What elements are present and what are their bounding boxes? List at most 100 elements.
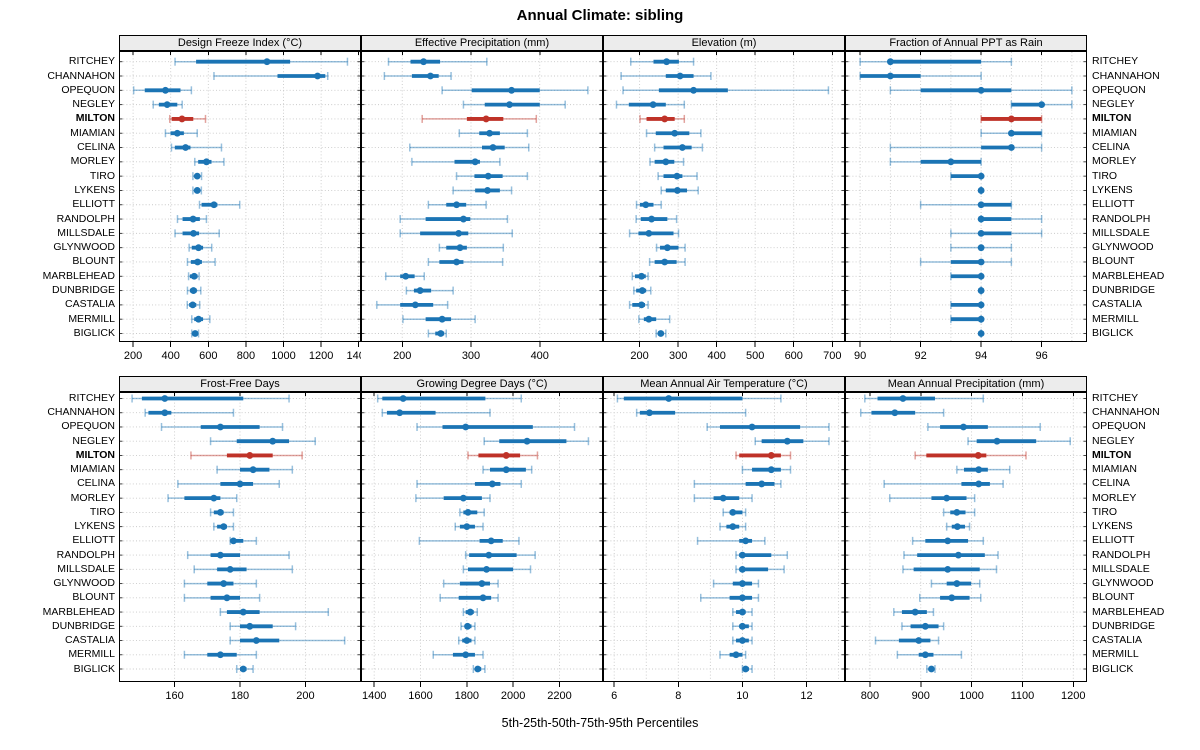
site-label-biglick: BIGLICK: [73, 327, 115, 339]
x-axis-caption: 5th-25th-50th-75th-95th Percentiles: [501, 716, 699, 730]
percentile-row-mermill: [896, 650, 963, 659]
percentile-row-ritchey: [629, 57, 695, 66]
site-label-mermill: MERMILL: [68, 312, 115, 325]
site-label-negley: NEGLEY: [72, 434, 115, 447]
site-label-opequon: OPEQUON: [1092, 420, 1146, 433]
site-label-milton: MILTON: [1092, 112, 1132, 125]
percentile-row-elliott: [198, 200, 241, 209]
x-tick-label: 90: [854, 350, 866, 362]
panel-fraction-annual-ppt-rain: 90 92 94 96: [845, 51, 1087, 362]
site-label-dunbridge: DUNBRIDGE: [1092, 619, 1156, 632]
site-label-ritchey: RITCHEY: [1092, 55, 1139, 68]
percentile-row-elliott: [229, 536, 258, 545]
percentile-row-glynwood: [712, 579, 760, 588]
percentile-row-dunbridge: [460, 622, 476, 631]
percentile-row-randolph: [977, 215, 1043, 224]
percentile-row-biglick: [472, 665, 486, 673]
percentile-row-negley: [615, 100, 686, 109]
percentile-row-biglick: [926, 665, 936, 673]
percentile-row-millsdale: [628, 229, 680, 238]
percentile-row-millsdale: [174, 229, 220, 238]
percentile-row-marblehead: [187, 272, 200, 281]
site-label-randolph: RANDOLPH: [56, 212, 115, 225]
percentile-row-miamian: [482, 465, 533, 474]
site-label-biglick: BIGLICK: [1092, 327, 1134, 339]
x-tick-label: 1100: [1011, 690, 1035, 702]
site-label-miamian: MIAMIAN: [1092, 463, 1137, 476]
site-label-mermill: MERMILL: [1092, 312, 1139, 325]
percentile-row-ritchey: [864, 394, 985, 403]
percentile-row-blount: [919, 257, 1013, 266]
site-label-celina: CELINA: [77, 477, 115, 490]
x-tick-label: 200: [630, 350, 648, 362]
percentile-row-blount: [183, 593, 261, 602]
percentile-row-castalia: [628, 300, 649, 309]
page-title: Annual Climate: sibling: [516, 7, 684, 24]
site-label-celina: CELINA: [1092, 477, 1130, 490]
percentile-row-castalia: [376, 300, 449, 309]
x-tick-label: 94: [975, 350, 987, 362]
site-label-millsdale: MILLSDALE: [57, 562, 115, 575]
site-label-miamian: MIAMIAN: [70, 126, 115, 139]
strip-title-mean-annual-precipitation: Mean Annual Precipitation (mm): [845, 376, 1087, 392]
site-label-castalia: CASTALIA: [1092, 634, 1142, 647]
percentile-row-randolph: [735, 551, 789, 560]
site-label-castalia: CASTALIA: [65, 634, 115, 647]
x-tick-label: 2000: [501, 690, 525, 702]
site-label-channahon: CHANNAHON: [1092, 406, 1160, 419]
site-label-morley: MORLEY: [70, 155, 115, 168]
site-label-morley: MORLEY: [1092, 155, 1137, 168]
percentile-row-mermill: [432, 650, 484, 659]
percentile-row-elliott: [427, 200, 487, 209]
percentile-row-opequon: [706, 422, 830, 431]
percentile-row-ritchey: [174, 57, 349, 66]
strip-title-frost-free-days: Frost-Free Days: [119, 376, 361, 392]
site-label-milton: MILTON: [1092, 448, 1132, 461]
percentile-row-elliott: [911, 536, 985, 545]
percentile-row-morley: [693, 494, 753, 503]
site-label-elliott: ELLIOTT: [72, 198, 115, 211]
x-tick-label: 2200: [547, 690, 571, 702]
percentile-row-tiro: [657, 172, 698, 181]
percentile-row-lykens: [719, 522, 747, 531]
x-tick-label: 800: [861, 690, 879, 702]
percentile-row-millsdale: [462, 565, 532, 574]
site-label-channahon: CHANNAHON: [1092, 69, 1160, 82]
percentile-row-milton: [190, 451, 303, 460]
panel-growing-degree-days: 1400 1600 1800 2000 2200: [361, 392, 603, 702]
percentile-row-milton: [169, 114, 207, 123]
percentile-row-blount: [427, 257, 504, 266]
percentile-row-lykens: [213, 522, 235, 531]
percentile-row-elliott: [418, 536, 520, 545]
percentile-row-dunbridge: [633, 286, 652, 295]
x-tick-label: 200: [124, 350, 142, 362]
site-label-lykens: LYKENS: [1092, 183, 1133, 196]
percentile-row-tiro: [950, 172, 985, 181]
percentile-row-milton: [735, 451, 792, 460]
site-label-glynwood: GLYNWOOD: [1092, 577, 1154, 590]
percentile-row-opequon: [441, 86, 589, 95]
x-tick-label: 200: [296, 690, 314, 702]
x-tick-label: 400: [707, 350, 725, 362]
site-label-opequon: OPEQUON: [61, 420, 115, 433]
percentile-row-tiro: [459, 508, 485, 517]
panel-elevation: 200 300 400 500 600 700: [603, 51, 845, 362]
percentile-row-mermill: [950, 315, 985, 324]
percentile-row-celina: [653, 143, 704, 152]
percentile-row-opequon: [927, 422, 1041, 431]
percentile-row-dunbridge: [229, 622, 297, 631]
percentile-row-negley: [209, 437, 316, 446]
percentile-row-milton: [467, 451, 539, 460]
site-label-lykens: LYKENS: [74, 520, 115, 533]
x-tick-label: 12: [800, 690, 812, 702]
percentile-row-elliott: [919, 200, 1013, 209]
site-label-millsdale: MILLSDALE: [57, 226, 115, 239]
percentile-row-glynwood: [655, 243, 686, 252]
site-label-blount: BLOUNT: [72, 255, 115, 268]
x-tick-label: 1000: [959, 690, 983, 702]
site-label-biglick: BIGLICK: [1092, 662, 1134, 675]
strip-title-effective-precipitation: Effective Precipitation (mm): [361, 35, 603, 51]
site-label-opequon: OPEQUON: [61, 83, 115, 96]
x-tick-label: 1800: [455, 690, 479, 702]
panel-mean-annual-air-temperature: 6 8 10 12: [603, 392, 845, 702]
